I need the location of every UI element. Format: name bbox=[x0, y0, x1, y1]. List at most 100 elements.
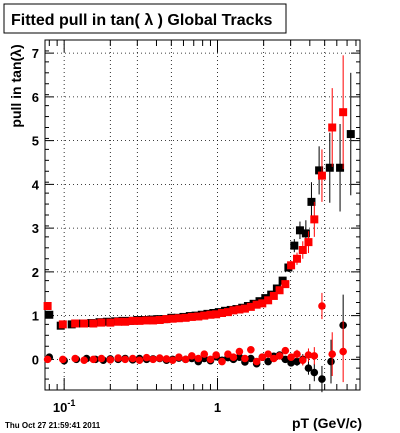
data-point-square bbox=[264, 296, 273, 305]
data-point-circle bbox=[168, 356, 177, 365]
data-point-circle bbox=[162, 355, 171, 363]
data-point-circle bbox=[97, 354, 106, 363]
data-point-circle bbox=[304, 351, 313, 359]
data-point-circle bbox=[235, 347, 244, 356]
data-point-square bbox=[89, 319, 98, 328]
data-point-square bbox=[295, 226, 304, 235]
data-point-square bbox=[339, 108, 348, 117]
data-point-circle bbox=[43, 355, 52, 364]
data-point-circle bbox=[264, 350, 272, 358]
x-tick-label: 1 bbox=[214, 400, 221, 415]
data-point-square bbox=[223, 308, 232, 317]
data-point-circle bbox=[258, 353, 267, 361]
data-point-square bbox=[328, 123, 337, 132]
data-point-square bbox=[292, 254, 301, 263]
data-point-circle bbox=[318, 375, 326, 383]
data-point-square bbox=[174, 314, 183, 323]
timestamp: Thu Oct 27 21:59:41 2011 bbox=[5, 421, 101, 430]
data-point-circle bbox=[247, 354, 255, 363]
y-tick-label: 5 bbox=[32, 134, 39, 149]
data-point-circle bbox=[281, 346, 290, 355]
plot-frame bbox=[44, 39, 361, 391]
data-point-square bbox=[200, 311, 209, 320]
data-point-square bbox=[168, 314, 177, 323]
data-point-square bbox=[106, 318, 115, 327]
data-point-square bbox=[287, 261, 296, 270]
data-point-square bbox=[310, 215, 319, 224]
data-point-circle bbox=[80, 356, 88, 365]
data-point-square bbox=[217, 309, 226, 317]
data-point-square bbox=[317, 171, 326, 180]
axis-ticks: 10-1 1 0 1 2 3 4 5 6 7 bbox=[32, 39, 360, 415]
data-point-circle bbox=[121, 355, 129, 364]
data-point-circle bbox=[175, 353, 183, 361]
data-point-circle bbox=[149, 355, 157, 364]
data-point-square bbox=[162, 315, 171, 324]
title-box bbox=[3, 3, 287, 34]
data-point-circle bbox=[241, 354, 249, 363]
data-point-circle bbox=[304, 364, 313, 372]
data-point-circle bbox=[206, 355, 215, 364]
data-point-circle bbox=[298, 356, 307, 365]
y-tick-label: 1 bbox=[32, 309, 39, 324]
series-1-width-red bbox=[43, 55, 348, 329]
data-point-square bbox=[97, 318, 106, 327]
data-point-circle bbox=[71, 354, 79, 363]
data-point-square bbox=[155, 316, 164, 324]
y-tick-label: 4 bbox=[32, 177, 40, 192]
data-point-circle bbox=[281, 355, 290, 364]
data-point-square bbox=[114, 317, 123, 326]
y-tick-label: 3 bbox=[32, 221, 39, 236]
x-tick-label: 10-1 bbox=[53, 398, 75, 415]
data-point-circle bbox=[318, 302, 326, 310]
y-tick-label: 0 bbox=[32, 352, 39, 367]
data-point-square bbox=[346, 130, 355, 139]
data-point-square bbox=[258, 299, 267, 308]
data-point-square bbox=[301, 229, 310, 238]
data-point-square bbox=[290, 241, 299, 250]
data-point-circle bbox=[339, 347, 347, 356]
data-point-circle bbox=[218, 357, 226, 366]
data-point-circle bbox=[264, 357, 272, 366]
data-point-square bbox=[149, 316, 158, 325]
y-axis-label: pull in tan(λ) bbox=[8, 44, 24, 127]
data-point-square bbox=[194, 312, 203, 321]
data-point-square bbox=[58, 320, 67, 329]
data-point-circle bbox=[114, 354, 122, 362]
data-point-circle bbox=[293, 357, 301, 366]
series-3-mean-red bbox=[43, 292, 347, 383]
data-point-square bbox=[307, 197, 316, 206]
data-point-circle bbox=[270, 354, 278, 363]
data-point-circle bbox=[89, 355, 98, 364]
chart-title: Fitted pull in tan( λ ) Global Tracks bbox=[11, 12, 272, 29]
data-point-circle bbox=[188, 352, 196, 360]
y-tick-label: 2 bbox=[32, 265, 39, 280]
data-point-circle bbox=[194, 354, 203, 363]
data-point-circle bbox=[106, 356, 115, 364]
data-point-square bbox=[252, 300, 261, 309]
data-point-square bbox=[212, 310, 221, 319]
data-point-circle bbox=[200, 350, 209, 358]
data-point-square bbox=[135, 316, 144, 325]
data-point-circle bbox=[310, 368, 319, 377]
data-point-circle bbox=[275, 352, 284, 360]
data-point-circle bbox=[142, 353, 151, 362]
data-point-square bbox=[336, 163, 345, 172]
data-point-circle bbox=[229, 353, 238, 361]
data-point-circle bbox=[128, 354, 137, 363]
data-point-circle bbox=[247, 345, 255, 354]
data-point-square bbox=[235, 305, 244, 314]
y-tick-label: 7 bbox=[32, 46, 39, 61]
data-point-circle bbox=[59, 355, 67, 364]
data-point-square bbox=[304, 238, 313, 247]
data-point-circle bbox=[287, 359, 295, 367]
data-point-circle bbox=[293, 350, 301, 358]
data-point-square bbox=[325, 163, 334, 172]
data-point-square bbox=[128, 316, 137, 325]
data-point-circle bbox=[181, 355, 190, 364]
data-point-square bbox=[240, 304, 249, 313]
x-axis-label: pT (GeV/c) bbox=[292, 415, 362, 431]
data-point-circle bbox=[287, 353, 295, 361]
data-point-circle bbox=[212, 351, 220, 359]
